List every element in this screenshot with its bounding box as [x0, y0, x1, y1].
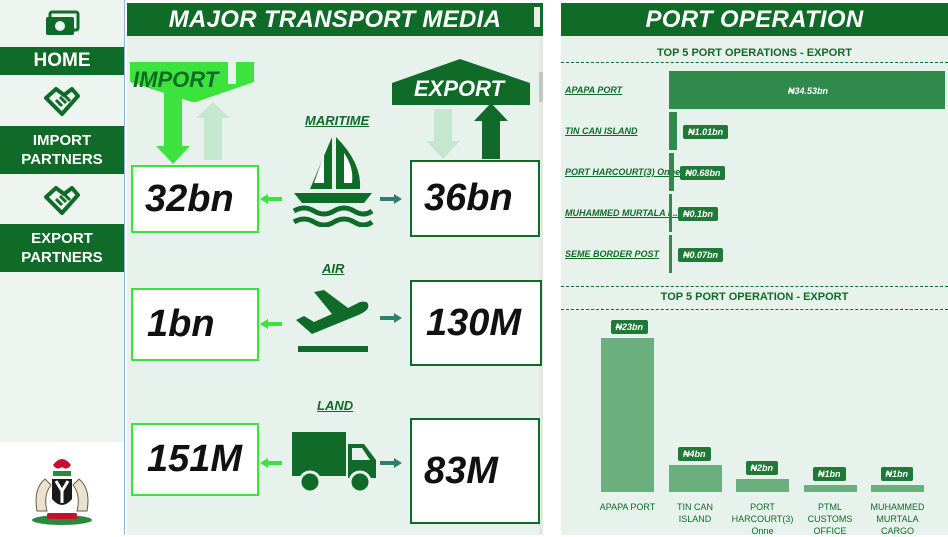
- arrow-left-icon: [260, 458, 282, 468]
- hbar-title-divider: [561, 62, 948, 63]
- transport-title: MAJOR TRANSPORT MEDIA: [168, 5, 502, 33]
- scrollbar-thumb[interactable]: [539, 72, 543, 102]
- hbar-category-label[interactable]: MUHAMMED MURTALA I...: [565, 208, 678, 218]
- maritime-import-value: 32bn: [131, 165, 259, 233]
- maritime-export-value: 36bn: [410, 160, 540, 237]
- vbar-data-label: ₦4bn: [678, 447, 711, 462]
- vbar-category-label: APAPA PORT: [599, 502, 656, 512]
- transport-header: MAJOR TRANSPORT MEDIA: [127, 3, 543, 36]
- hbar-category-label[interactable]: SEME BORDER POST: [565, 249, 660, 259]
- vbar-category-label: PORT HARCOURT(3) Onne: [731, 502, 794, 536]
- handshake-icon[interactable]: [0, 185, 124, 219]
- hbar-data-label: ₦34.53bn: [788, 86, 829, 96]
- air-export-text: 130M: [426, 301, 522, 344]
- vbar-bar[interactable]: [668, 465, 722, 492]
- hbar-bar[interactable]: [669, 153, 675, 191]
- vbar-data-label: ₦1bn: [880, 467, 913, 482]
- money-icon[interactable]: [0, 10, 124, 38]
- land-label: LAND: [317, 398, 354, 413]
- port-title: PORT OPERATION: [645, 5, 864, 33]
- export-banner-arrow: [392, 59, 530, 159]
- home-button[interactable]: HOME: [0, 47, 124, 75]
- air-import-value: 1bn: [131, 288, 259, 361]
- header-scroll-nub: [534, 7, 540, 27]
- import-partners-button[interactable]: IMPORT PARTNERS: [0, 126, 124, 174]
- export-partners-label-line2: PARTNERS: [21, 249, 103, 266]
- air-export-value: 130M: [410, 280, 542, 366]
- air-label: AIR: [322, 261, 345, 276]
- hbar-category-label[interactable]: TIN CAN ISLAND: [565, 126, 638, 136]
- import-banner-arrow: [130, 62, 254, 164]
- handshake-icon[interactable]: [0, 86, 124, 120]
- hbar-bar[interactable]: [669, 71, 945, 109]
- land-import-text: 151M: [147, 438, 243, 480]
- hbar-chart-title: TOP 5 PORT OPERATIONS - EXPORT: [657, 47, 852, 59]
- hbar-data-label: ₦0.1bn: [678, 207, 719, 221]
- hbar-bar[interactable]: [669, 112, 678, 150]
- sidebar-divider: [124, 0, 125, 535]
- export-label: EXPORT: [414, 76, 505, 101]
- home-label: HOME: [33, 50, 91, 71]
- hbar-bar[interactable]: [669, 235, 672, 273]
- vbar-data-label: ₦2bn: [745, 460, 778, 475]
- arrow-right-icon: [380, 458, 402, 468]
- maritime-import-text: 32bn: [145, 177, 234, 220]
- hbar-category-label[interactable]: APAPA PORT: [565, 85, 623, 95]
- vbar-category-label: MUHAMMED MURTALA CARGO: [870, 502, 925, 536]
- maritime-label: MARITIME: [305, 113, 370, 128]
- vbar-category-label: PTML CUSTOMS OFFICE: [807, 502, 853, 536]
- arrow-left-icon: [260, 319, 282, 329]
- port-header: PORT OPERATION: [561, 3, 948, 36]
- vbar-bar[interactable]: [601, 338, 654, 492]
- hbar-category-label[interactable]: PORT HARCOURT(3) Onne: [565, 167, 681, 177]
- land-import-value: 151M: [131, 423, 259, 496]
- export-partners-button[interactable]: EXPORT PARTNERS: [0, 224, 124, 272]
- land-export-value: 83M: [410, 418, 540, 524]
- arrow-left-icon: [260, 194, 282, 204]
- import-partners-label-line2: PARTNERS: [21, 151, 103, 168]
- airplane-takeoff-icon: [296, 290, 369, 352]
- hbar-data-label: ₦0.07bn: [678, 248, 724, 262]
- vbar-bar[interactable]: [871, 485, 924, 492]
- air-import-text: 1bn: [147, 303, 215, 345]
- section-divider: [561, 286, 948, 287]
- vbar-data-label: ₦1bn: [813, 467, 846, 482]
- coat-of-arms-logo: [0, 442, 124, 535]
- hbar-data-label: ₦1.01bn: [683, 125, 729, 139]
- vbar-data-label: ₦23bn: [610, 320, 649, 334]
- export-partners-label-line1: EXPORT: [31, 230, 93, 247]
- vbar-title-divider: [561, 309, 948, 310]
- import-partners-label-line1: IMPORT: [32, 132, 92, 149]
- vbar-chart-title: TOP 5 PORT OPERATION - EXPORT: [660, 291, 849, 303]
- vbar-bar[interactable]: [803, 485, 857, 492]
- hbar-bar[interactable]: [669, 194, 672, 232]
- land-export-text: 83M: [424, 449, 498, 492]
- hbar-data-label: ₦0.68bn: [680, 166, 726, 180]
- vbar-bar[interactable]: [736, 478, 789, 492]
- import-label: IMPORT: [133, 67, 219, 92]
- arrow-right-icon: [380, 313, 402, 323]
- arrow-right-icon: [380, 194, 402, 204]
- sailboat-icon: [292, 137, 374, 227]
- truck-icon: [292, 432, 376, 494]
- vbar-category-label: TIN CAN ISLAND: [677, 502, 713, 524]
- sidebar: HOME IMPORT PARTNERS EXPORT PARTNERS: [0, 0, 124, 535]
- maritime-export-text: 36bn: [424, 177, 513, 219]
